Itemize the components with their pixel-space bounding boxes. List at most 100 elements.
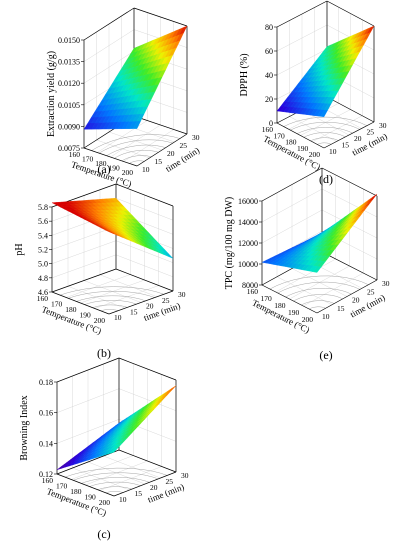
y-tick-label: 20: [354, 134, 362, 143]
floor-gridline: [291, 268, 348, 297]
axis-edge: [118, 449, 177, 473]
axis-edge: [83, 7, 135, 41]
axis-edge: [276, 122, 325, 149]
x-tick-label: 170: [51, 300, 63, 309]
surface-cell: [368, 193, 378, 203]
z-tick-label: 4.8: [38, 274, 48, 283]
z-tick-label: 0.18: [39, 378, 53, 387]
axis-edge: [51, 291, 110, 315]
x-tick-label: 200: [302, 315, 314, 324]
z-axis-title: Extraction yield (g/g): [46, 51, 57, 137]
surface-cell: [320, 109, 328, 118]
z-tick-label: 5.2: [38, 246, 48, 255]
floor-contour: [293, 294, 343, 302]
floor-gridline: [303, 272, 364, 307]
floor-contour: [92, 304, 128, 308]
y-tick-label: 25: [367, 128, 375, 137]
x-tick-label: 180: [95, 159, 107, 168]
y-tick-label: 30: [178, 290, 186, 299]
floor-gridline: [99, 466, 162, 491]
axis-edge: [51, 268, 117, 293]
axis-edge: [113, 471, 177, 497]
z-tick-label: 60: [265, 47, 273, 56]
x-tick-label: 180: [70, 487, 82, 496]
floor-contour: [285, 288, 352, 298]
floor-gridline: [312, 115, 363, 142]
y-tick-label: 15: [130, 307, 138, 316]
floor-contour: [269, 275, 369, 290]
surface-cell: [104, 229, 114, 234]
axis-edge: [321, 167, 378, 197]
axis-edge: [108, 290, 174, 315]
axis-edge: [261, 284, 318, 314]
z-tick-label: 0.0120: [58, 79, 80, 88]
y-tick-label: 20: [352, 296, 360, 305]
z-tick-label: 5.4: [38, 231, 48, 240]
y-tick-label: 25: [367, 287, 375, 296]
panel-label: (a): [97, 162, 110, 176]
z-tick-label: 0.14: [39, 439, 53, 448]
floor-contour: [91, 134, 180, 151]
axis-edge: [115, 268, 174, 292]
floor-contour: [317, 142, 332, 145]
x-tick-label: 160: [247, 287, 259, 296]
floor-contour: [310, 137, 339, 142]
x-tick-label: 190: [297, 144, 309, 153]
axis-edge: [261, 167, 323, 202]
axis-edge: [133, 7, 188, 27]
z-tick-label: 5.8: [38, 203, 48, 212]
floor-contour: [98, 139, 173, 154]
x-tick-label: 170: [82, 155, 94, 164]
floor-contour: [303, 132, 346, 138]
floor-contour: [84, 300, 137, 305]
floor-contour: [73, 472, 159, 481]
x-tick-label: 190: [109, 164, 121, 173]
floor-gridline: [108, 131, 163, 151]
z-axis-title: pH: [14, 243, 25, 255]
floor-contour: [105, 491, 123, 494]
floor-contour: [100, 309, 119, 312]
floor-contour: [308, 306, 326, 310]
z-tick-label: 0.12: [39, 470, 53, 479]
z-axis-title: Browning Index: [19, 395, 30, 460]
y-tick-label: 10: [142, 165, 150, 174]
floor-contour: [290, 121, 360, 131]
axis-edge: [115, 183, 174, 207]
x-tick-label: 180: [274, 301, 286, 310]
z-tick-label: 20: [265, 95, 273, 104]
floor-contour: [121, 155, 152, 162]
y-tick-label: 30: [181, 471, 189, 480]
x-tick-label: 190: [80, 311, 92, 320]
y-tick-label: 25: [166, 477, 174, 486]
surface-cell: [167, 385, 177, 394]
y-tick-label: 10: [322, 312, 330, 321]
floor-contour: [76, 295, 146, 302]
panel-label: (d): [319, 172, 333, 186]
z-tick-label: 0.16: [39, 409, 53, 418]
axis-edge: [56, 473, 115, 497]
z-tick-label: 0.0090: [58, 122, 80, 131]
x-tick-label: 170: [261, 294, 273, 303]
z-tick-label: 16000: [238, 197, 258, 206]
z-tick-label: 0.0150: [58, 36, 80, 45]
y-tick-label: 20: [167, 149, 175, 158]
x-tick-label: 200: [309, 150, 321, 159]
x-tick-label: 200: [122, 168, 134, 177]
axis-edge: [316, 279, 378, 314]
z-tick-label: 0.0105: [58, 101, 80, 110]
response-surface: [276, 25, 375, 118]
floor-contour: [68, 291, 155, 299]
floor-contour: [65, 467, 168, 478]
y-tick-label: 20: [150, 483, 158, 492]
floor-gridline: [103, 455, 161, 479]
axis-edge: [321, 251, 378, 281]
z-tick-label: 4.6: [38, 288, 48, 297]
x-tick-label: 160: [69, 150, 81, 159]
z-axis-title: TPC (mg/100 mg DW): [224, 197, 235, 290]
x-tick-label: 200: [99, 498, 111, 507]
y-tick-label: 15: [342, 141, 350, 150]
